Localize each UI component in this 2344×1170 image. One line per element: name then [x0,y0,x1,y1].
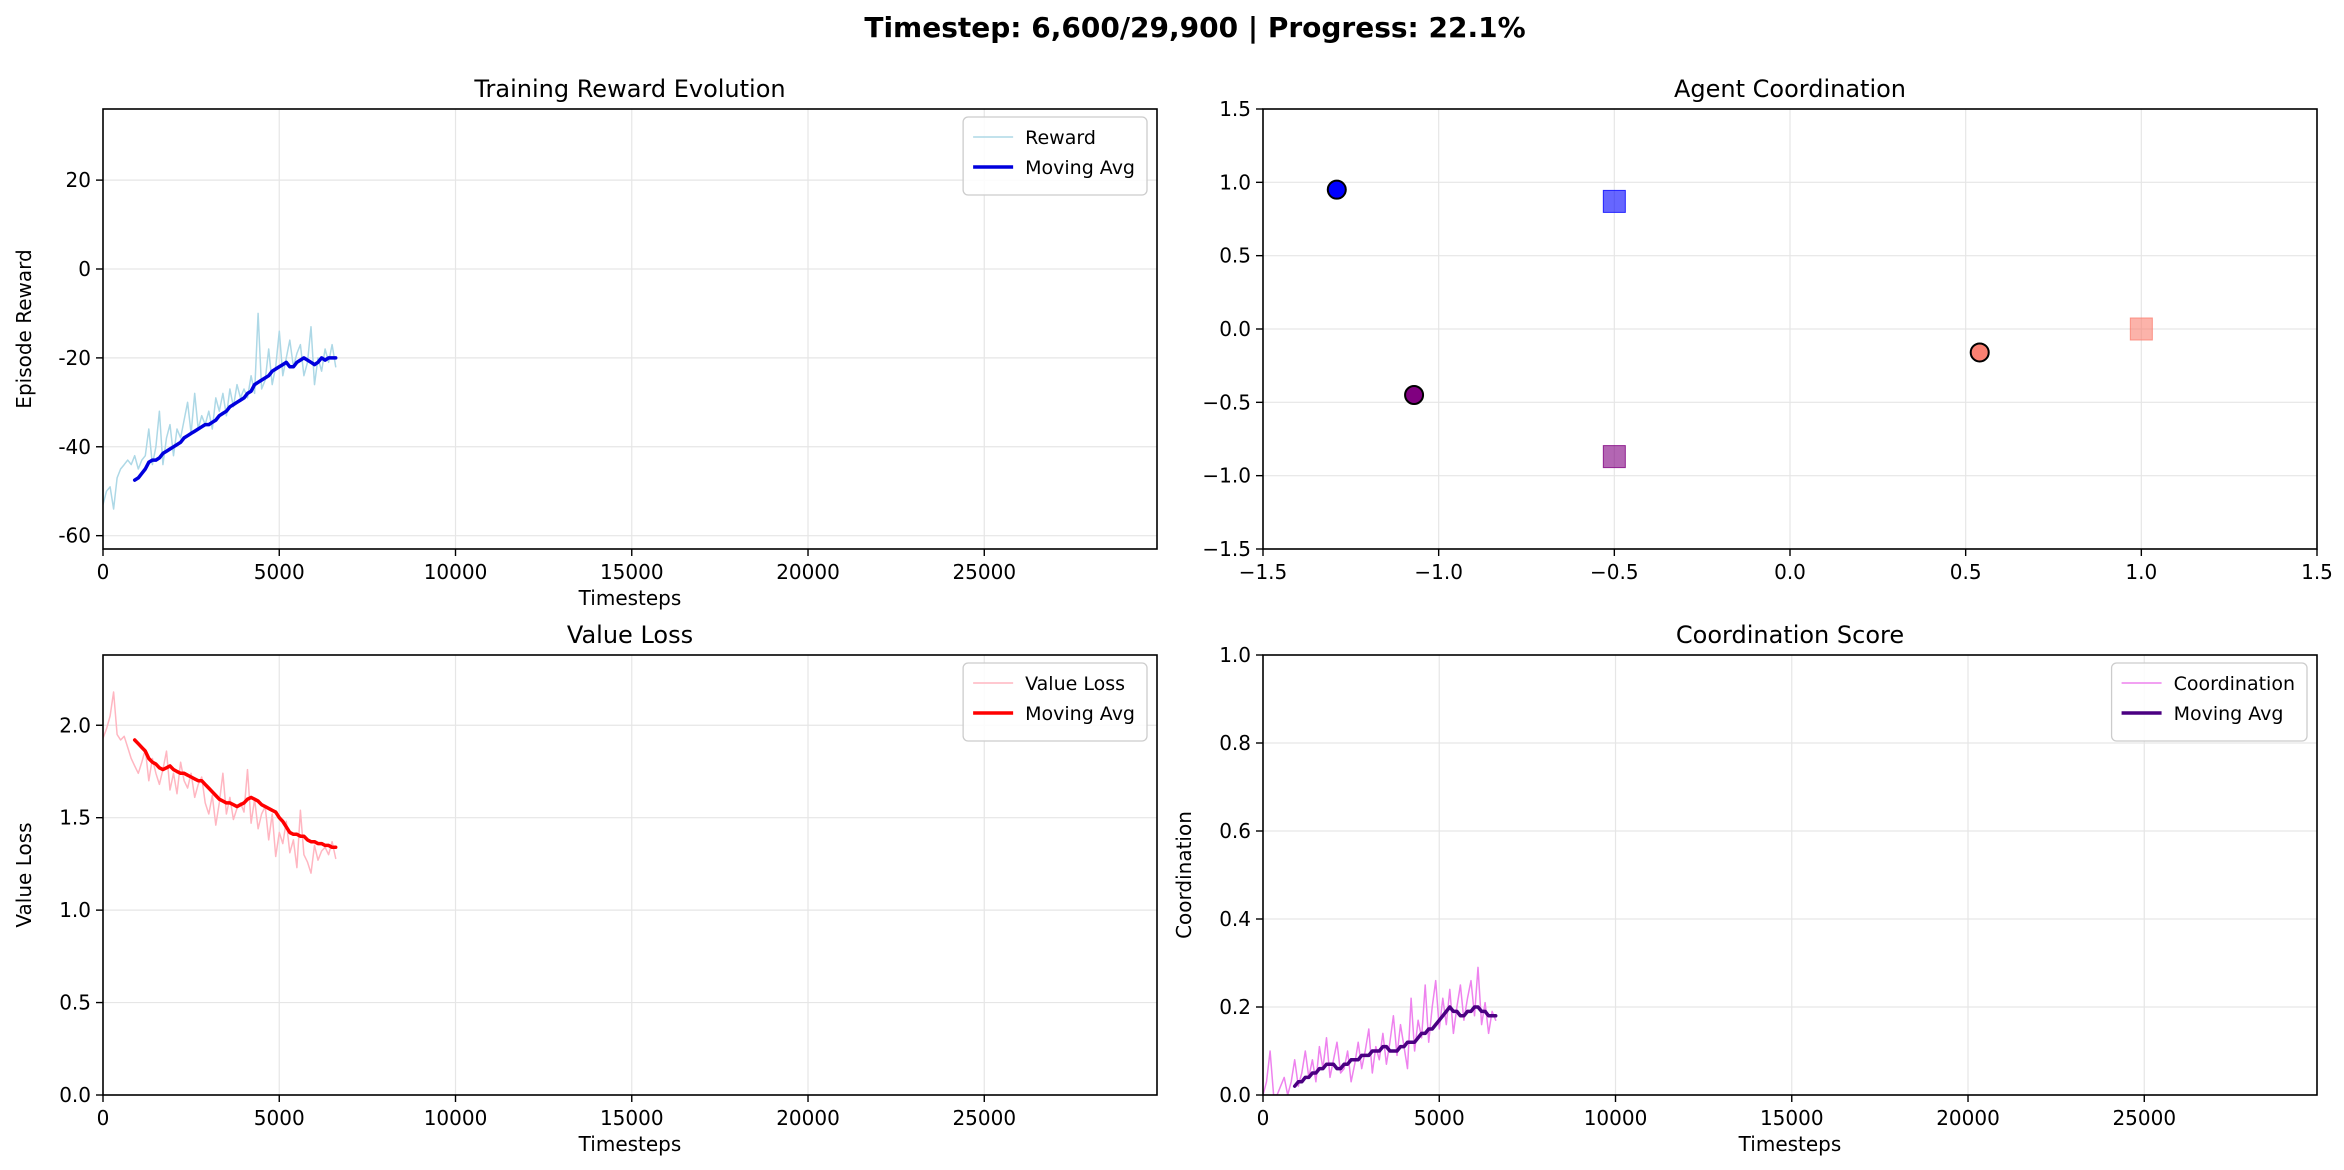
x-tick-label: 0.0 [1774,560,1806,584]
y-tick-label: −0.5 [1202,390,1251,414]
loss-title: Value Loss [567,621,693,649]
loss-series-0-line [103,691,337,874]
reward-series-1-line [132,356,338,482]
x-tick-label: −1.5 [1239,560,1288,584]
score-panel: 0 5000 10000 15000 20000 25000 0.0 0.2 0.4 0.6 0.8… [1172,621,2318,1156]
x-tick-label: 15000 [600,1106,664,1130]
loss-plot-area [103,691,338,874]
x-tick-label: 5000 [254,560,305,584]
y-tick-label: −1.5 [1202,537,1251,561]
y-tick-label: 1.5 [59,806,91,830]
x-tick-label: 20000 [776,1106,840,1130]
legend-label-1: Moving Avg [1025,703,1135,725]
legend-label-0: Coordination [2174,673,2295,695]
score-plot-area [1263,966,1498,1095]
y-tick-label: 0.0 [59,1083,91,1107]
y-tick-label: -60 [58,524,91,548]
y-tick-label: 0.2 [1219,995,1251,1019]
loss-axes-frame [102,654,1158,1096]
x-tick-label: 1.5 [2301,560,2333,584]
score-x-axis-label: Timesteps [1738,1132,1842,1156]
reward-plot-area [103,312,338,510]
score-y-axis-label: Coordination [1172,811,1196,939]
y-tick-label: 1.5 [1219,97,1251,121]
legend-label-0: Reward [1025,127,1096,149]
y-tick-label: −1.0 [1202,464,1251,488]
score-legend: Coordination Moving Avg [2110,662,2308,742]
y-tick-label: 0.0 [1219,317,1251,341]
y-tick-label: 0.5 [1219,244,1251,268]
x-tick-label: 10000 [424,1106,488,1130]
reward-panel: 0 5000 10000 15000 20000 25000 -60 -40 -20 0 20 Tra… [12,75,1158,610]
coord-plot-area [1326,179,2153,469]
x-tick-label: 15000 [1760,1106,1824,1130]
x-tick-label: 5000 [1414,1106,1465,1130]
reward-title: Training Reward Evolution [473,75,785,103]
legend-label-1: Moving Avg [2174,703,2284,725]
y-tick-label: 0 [78,257,91,281]
y-tick-label: 0.6 [1219,819,1251,843]
x-tick-label: −0.5 [1590,560,1639,584]
x-tick-label: 0 [1257,1106,1270,1130]
score-series-1-line [1292,1005,1498,1088]
reward-series-0-line [103,312,337,510]
y-tick-label: -20 [58,346,91,370]
agent-circle-4 [1404,385,1425,405]
x-tick-label: 25000 [2112,1106,2176,1130]
x-tick-label: 0 [97,560,110,584]
loss-series-1-line [132,738,338,850]
reward-y-axis-label: Episode Reward [12,249,36,408]
y-tick-label: 2.0 [59,713,91,737]
figure-suptitle: Timestep: 6,600/29,900 | Progress: 22.1% [864,11,1525,44]
loss-panel: 0 5000 10000 15000 20000 25000 0.0 0.5 1.0 1.5 2.0… [12,621,1158,1156]
x-tick-label: 1.0 [2125,560,2157,584]
loss-y-axis-label: Value Loss [12,822,36,927]
target-square-1 [1602,445,1626,469]
legend-label-0: Value Loss [1025,673,1125,695]
x-tick-label: 10000 [424,560,488,584]
reward-legend: Reward Moving Avg [962,116,1148,196]
y-tick-label: 0.5 [59,991,91,1015]
target-square-0 [1602,189,1626,213]
x-tick-label: 25000 [952,1106,1016,1130]
coord-title: Agent Coordination [1674,75,1906,103]
reward-axes-frame [102,108,1158,550]
y-tick-label: 0.0 [1219,1083,1251,1107]
score-axes-frame [1262,654,2318,1096]
y-tick-label: 1.0 [1219,643,1251,667]
legend-label-1: Moving Avg [1025,157,1135,179]
x-tick-label: 20000 [1936,1106,2000,1130]
x-tick-label: 0.5 [1950,560,1982,584]
x-tick-label: 0 [97,1106,110,1130]
agent-circle-5 [1969,342,1990,363]
loss-x-axis-label: Timesteps [578,1132,682,1156]
x-tick-label: 25000 [952,560,1016,584]
y-tick-label: 1.0 [59,898,91,922]
x-tick-label: 5000 [254,1106,305,1130]
y-tick-label: 20 [66,168,91,192]
x-tick-label: 15000 [600,560,664,584]
y-tick-label: 0.4 [1219,907,1251,931]
target-square-2 [2129,317,2153,341]
x-tick-label: 20000 [776,560,840,584]
y-tick-label: -40 [58,435,91,459]
y-tick-label: 0.8 [1219,731,1251,755]
score-title: Coordination Score [1676,621,1904,649]
reward-x-axis-label: Timesteps [578,586,682,610]
x-tick-label: 10000 [1584,1106,1648,1130]
y-tick-label: 1.0 [1219,170,1251,194]
score-series-0-line [1263,966,1497,1095]
x-tick-label: −1.0 [1414,560,1463,584]
agent-circle-3 [1326,179,1347,200]
coord-panel: −1.5 −1.0 −0.5 0.0 0.5 1.0 1.5 −1.5 −1.0 −0.5 0.0 0… [1202,75,2332,584]
loss-legend: Value Loss Moving Avg [962,662,1148,742]
